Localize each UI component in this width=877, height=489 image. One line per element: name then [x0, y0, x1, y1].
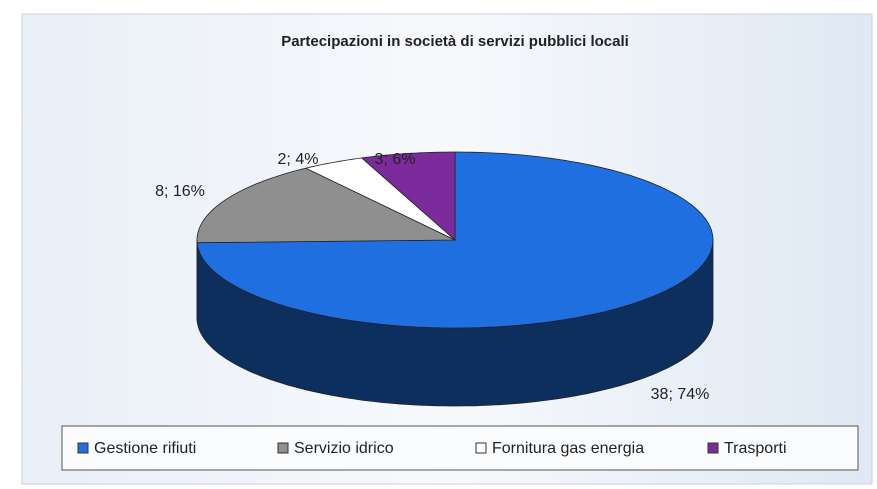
- legend-swatch: [277, 442, 289, 454]
- data-label: 8; 16%: [155, 183, 205, 200]
- legend-swatch: [707, 442, 719, 454]
- legend-box: [61, 425, 859, 471]
- data-label: 3; 6%: [375, 151, 416, 168]
- legend-label: Fornitura gas energia: [492, 440, 644, 457]
- chart-title: Partecipazioni in società di servizi pub…: [281, 33, 629, 50]
- legend-label: Gestione rifiuti: [94, 440, 196, 457]
- pie-slice: [196, 167, 456, 244]
- legend-label: Trasporti: [724, 440, 787, 457]
- legend-swatch: [475, 442, 487, 454]
- pie-slice: [360, 151, 456, 241]
- legend-label: Servizio idrico: [294, 440, 394, 457]
- pie: [196, 151, 714, 407]
- data-label: 2; 4%: [278, 151, 319, 168]
- legend-swatch: [77, 442, 89, 454]
- pie-slice: [304, 157, 456, 241]
- data-label: 38; 74%: [651, 386, 710, 403]
